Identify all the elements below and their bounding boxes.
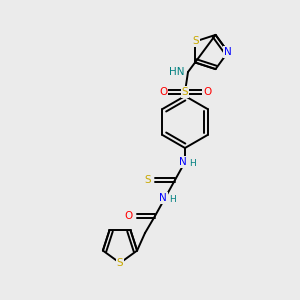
Text: S: S [117,258,123,268]
Text: N: N [179,157,187,167]
Text: H: H [169,196,176,205]
Text: HN: HN [169,67,185,77]
Text: O: O [203,87,211,97]
Text: S: S [182,87,188,97]
Text: N: N [159,193,167,203]
Text: O: O [125,211,133,221]
Text: O: O [159,87,167,97]
Text: S: S [192,36,199,46]
Text: N: N [224,47,232,57]
Text: H: H [190,160,196,169]
Text: S: S [144,175,151,185]
